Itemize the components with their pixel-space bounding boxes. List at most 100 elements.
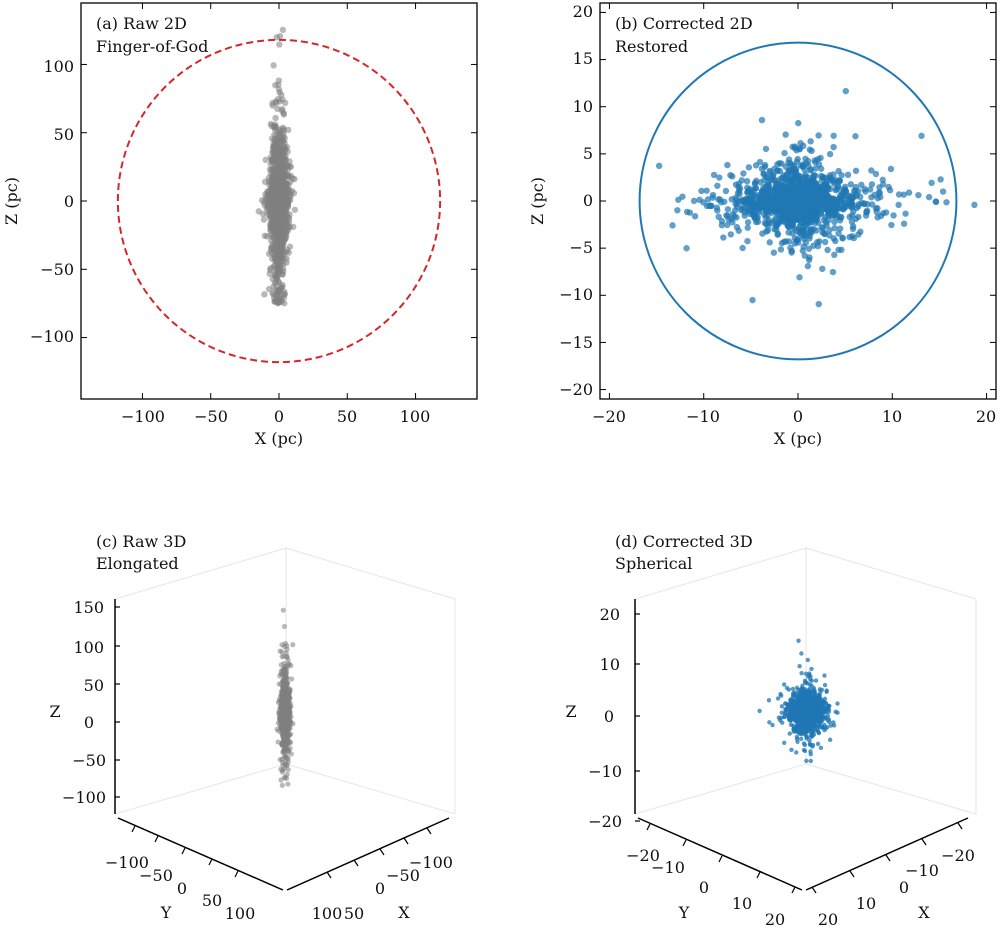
panel-d-point	[823, 726, 828, 731]
panel-d-point	[779, 704, 785, 709]
panel-b-point	[807, 166, 815, 173]
panel-b-point	[863, 208, 870, 216]
panel-a-point	[282, 215, 290, 222]
panel-b-ytick-label: 20	[573, 2, 593, 21]
panel-b-point	[807, 186, 814, 193]
panel-d-pane-edge	[634, 763, 807, 815]
panel-a-point	[274, 264, 281, 271]
panel-b-point	[791, 188, 798, 196]
panel-b-point	[836, 225, 844, 232]
panel-b-point	[732, 200, 739, 207]
panel-c-point	[280, 703, 286, 710]
panel-b-point	[900, 220, 908, 227]
panel-b-point	[831, 201, 839, 208]
panel-b-point	[918, 132, 925, 140]
panel-b-point	[769, 172, 777, 179]
panel-c-tick	[208, 858, 213, 866]
panel-b-ytick-label: −5	[569, 238, 593, 257]
panel-b-xtick-label: 20	[976, 407, 996, 426]
panel-d-point	[815, 741, 821, 747]
panel-c-ytick-label: 50	[202, 891, 222, 910]
panel-b-point	[801, 252, 808, 259]
panel-b-ytick-label: 15	[573, 49, 593, 68]
panel-b-point	[744, 237, 751, 245]
panel-c-point	[288, 713, 294, 720]
panel-b-point	[789, 222, 796, 229]
panel-b-point	[722, 187, 730, 195]
panel-b-point	[703, 187, 710, 194]
panel-a-point	[261, 232, 269, 240]
panel-b-ytick-label: 10	[573, 97, 593, 116]
panel-c-x-axis	[286, 817, 450, 891]
panel-d-point	[809, 683, 814, 689]
panel-b-point	[815, 300, 822, 308]
panel-b-point	[844, 171, 852, 179]
panel-b-point	[733, 214, 740, 221]
panel-d-point	[781, 682, 787, 687]
panel-b-point	[817, 172, 825, 180]
panel-b-point	[724, 206, 732, 213]
panel-b-point	[831, 251, 838, 259]
panel-a-point	[286, 163, 293, 170]
panel-a-point	[260, 216, 268, 223]
panel-b-point	[826, 150, 834, 158]
panel-b-point	[818, 224, 825, 231]
panel-a-point	[270, 189, 278, 197]
panel-c-label-line1: (c) Raw 3D	[96, 532, 186, 551]
panel-a-point	[275, 81, 282, 88]
panel-b-point	[937, 176, 944, 183]
panel-d-point	[817, 693, 822, 698]
panel-d-point	[806, 687, 811, 693]
panel-c-ztick-label: 0	[84, 713, 94, 732]
panel-d-point	[782, 711, 788, 716]
panel-c-tick	[426, 827, 432, 835]
panel-b-ticks	[600, 3, 996, 399]
panel-b-points	[655, 87, 978, 308]
panel-d-point	[799, 671, 804, 676]
panel-b-point	[724, 212, 731, 219]
panel-a-dashed-circle	[116, 38, 442, 364]
panel-b-point	[773, 226, 780, 234]
panel-c-point	[282, 759, 288, 765]
panel-c-y-axis	[117, 817, 284, 891]
panel-b-point	[780, 172, 787, 179]
panel-b-point	[739, 197, 746, 205]
panel-a-point	[274, 273, 281, 280]
panel-c-xtick-label: 0	[375, 879, 385, 898]
panel-b-point	[822, 219, 830, 226]
panel-d-point	[799, 651, 804, 656]
panel-a-point	[272, 114, 279, 122]
panel-a-point	[281, 300, 288, 307]
panel-b-point	[819, 229, 826, 236]
panel-b-point	[752, 162, 760, 169]
panel-c-point	[284, 740, 290, 746]
panel-b-point	[741, 209, 748, 216]
panel-a-point	[267, 247, 275, 254]
panel-a-point	[276, 33, 284, 40]
panel-b-point	[826, 174, 833, 182]
panel-a-point	[281, 99, 289, 107]
panel-b-point	[895, 201, 902, 209]
panel-b-ytick-label: −15	[559, 333, 593, 352]
panel-b-point	[714, 182, 721, 189]
panel-b-point	[724, 221, 731, 229]
panel-b-point	[724, 161, 731, 169]
panel-b-point	[758, 188, 766, 195]
panel-b-point	[848, 195, 856, 202]
panel-d-point	[804, 758, 809, 764]
panel-b-xtick-label: −20	[592, 407, 626, 426]
panel-d-point	[766, 698, 772, 703]
panel-c-ytick-label: 0	[177, 879, 187, 898]
panel-b-point	[710, 171, 718, 179]
panel-b-point	[838, 246, 845, 254]
panel-a-point	[284, 171, 291, 178]
panel-a-point	[291, 206, 299, 213]
panel-b-point	[831, 218, 838, 226]
panel-b-point	[932, 198, 940, 205]
panel-c-tick	[326, 871, 332, 879]
panel-a-point	[285, 249, 292, 256]
panel-b-ytick-label: −10	[559, 285, 593, 304]
panel-b-point	[686, 209, 694, 216]
panel-a-xtick-label: 50	[337, 407, 357, 426]
panel-d-point	[805, 704, 810, 710]
